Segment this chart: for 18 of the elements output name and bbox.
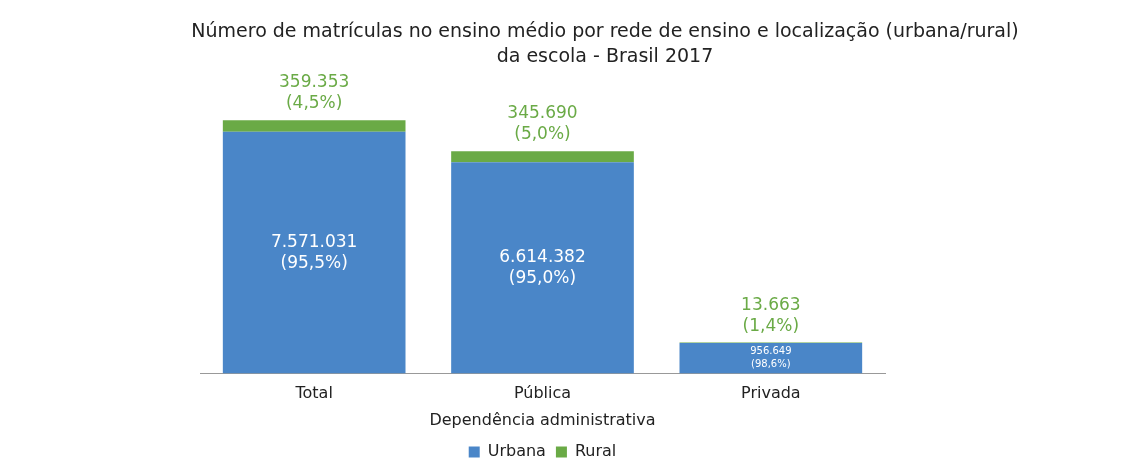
x-tick-label: Total — [294, 383, 333, 403]
bar — [451, 162, 634, 374]
legend-label: Rural — [574, 441, 617, 461]
bar — [222, 131, 406, 374]
x-tick-label: Pública — [513, 383, 572, 403]
data-label: 956.649 (98,6%) — [750, 345, 792, 370]
data-label: 359.353 (4,5%) — [279, 71, 350, 113]
data-label: 7.571.031 (95,5%) — [270, 230, 358, 272]
x-tick-label: Privada — [741, 383, 801, 403]
data-label: 345.690 (5,0%) — [507, 102, 578, 144]
bar — [451, 151, 634, 163]
data-label: 13.663 (1,4%) — [741, 293, 801, 335]
legend-label: Urbana — [487, 441, 546, 461]
chart-title: Número de matrículas no ensino médio por rede de ensino e localização (urbana/rural) da escola - Brasil 2017 — [190, 18, 1020, 68]
bar — [222, 120, 406, 132]
data-label: 6.614.382 (95,0%) — [499, 245, 586, 287]
x-axis-title: Dependência administrativa — [429, 409, 656, 429]
bar — [679, 343, 863, 374]
